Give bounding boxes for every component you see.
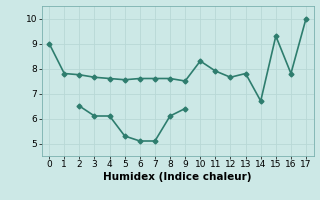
X-axis label: Humidex (Indice chaleur): Humidex (Indice chaleur)	[103, 172, 252, 182]
